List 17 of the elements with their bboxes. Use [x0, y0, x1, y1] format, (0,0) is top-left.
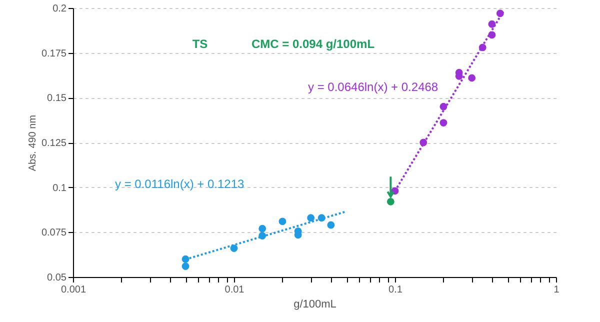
y-tick-label: 0.175 — [41, 48, 67, 60]
annotation: TS — [192, 37, 208, 51]
annotation: y = 0.0646ln(x) + 0.2468 — [308, 80, 438, 94]
annotation: CMC = 0.094 g/100mL — [251, 37, 375, 51]
y-tick-label: 0.05 — [47, 272, 67, 284]
x-tick-label: 0.001 — [60, 284, 86, 296]
y-tick-label: 0.1 — [52, 182, 67, 194]
y-tick-label: 0.15 — [47, 93, 67, 104]
x-axis-title: g/100mL — [294, 298, 336, 310]
x-tick-label: 0.1 — [388, 284, 403, 296]
x-tick-label: 0.01 — [224, 284, 245, 296]
y-axis-title: Abs. 490 nm — [27, 114, 38, 172]
y-tick-label: 0.2 — [52, 4, 67, 14]
y-tick-label: 0.075 — [41, 228, 67, 239]
annotation: y = 0.0116ln(x) + 0.1213 — [115, 177, 245, 191]
y-tick-label: 0.125 — [41, 138, 67, 149]
x-tick-label: 1 — [554, 284, 560, 296]
